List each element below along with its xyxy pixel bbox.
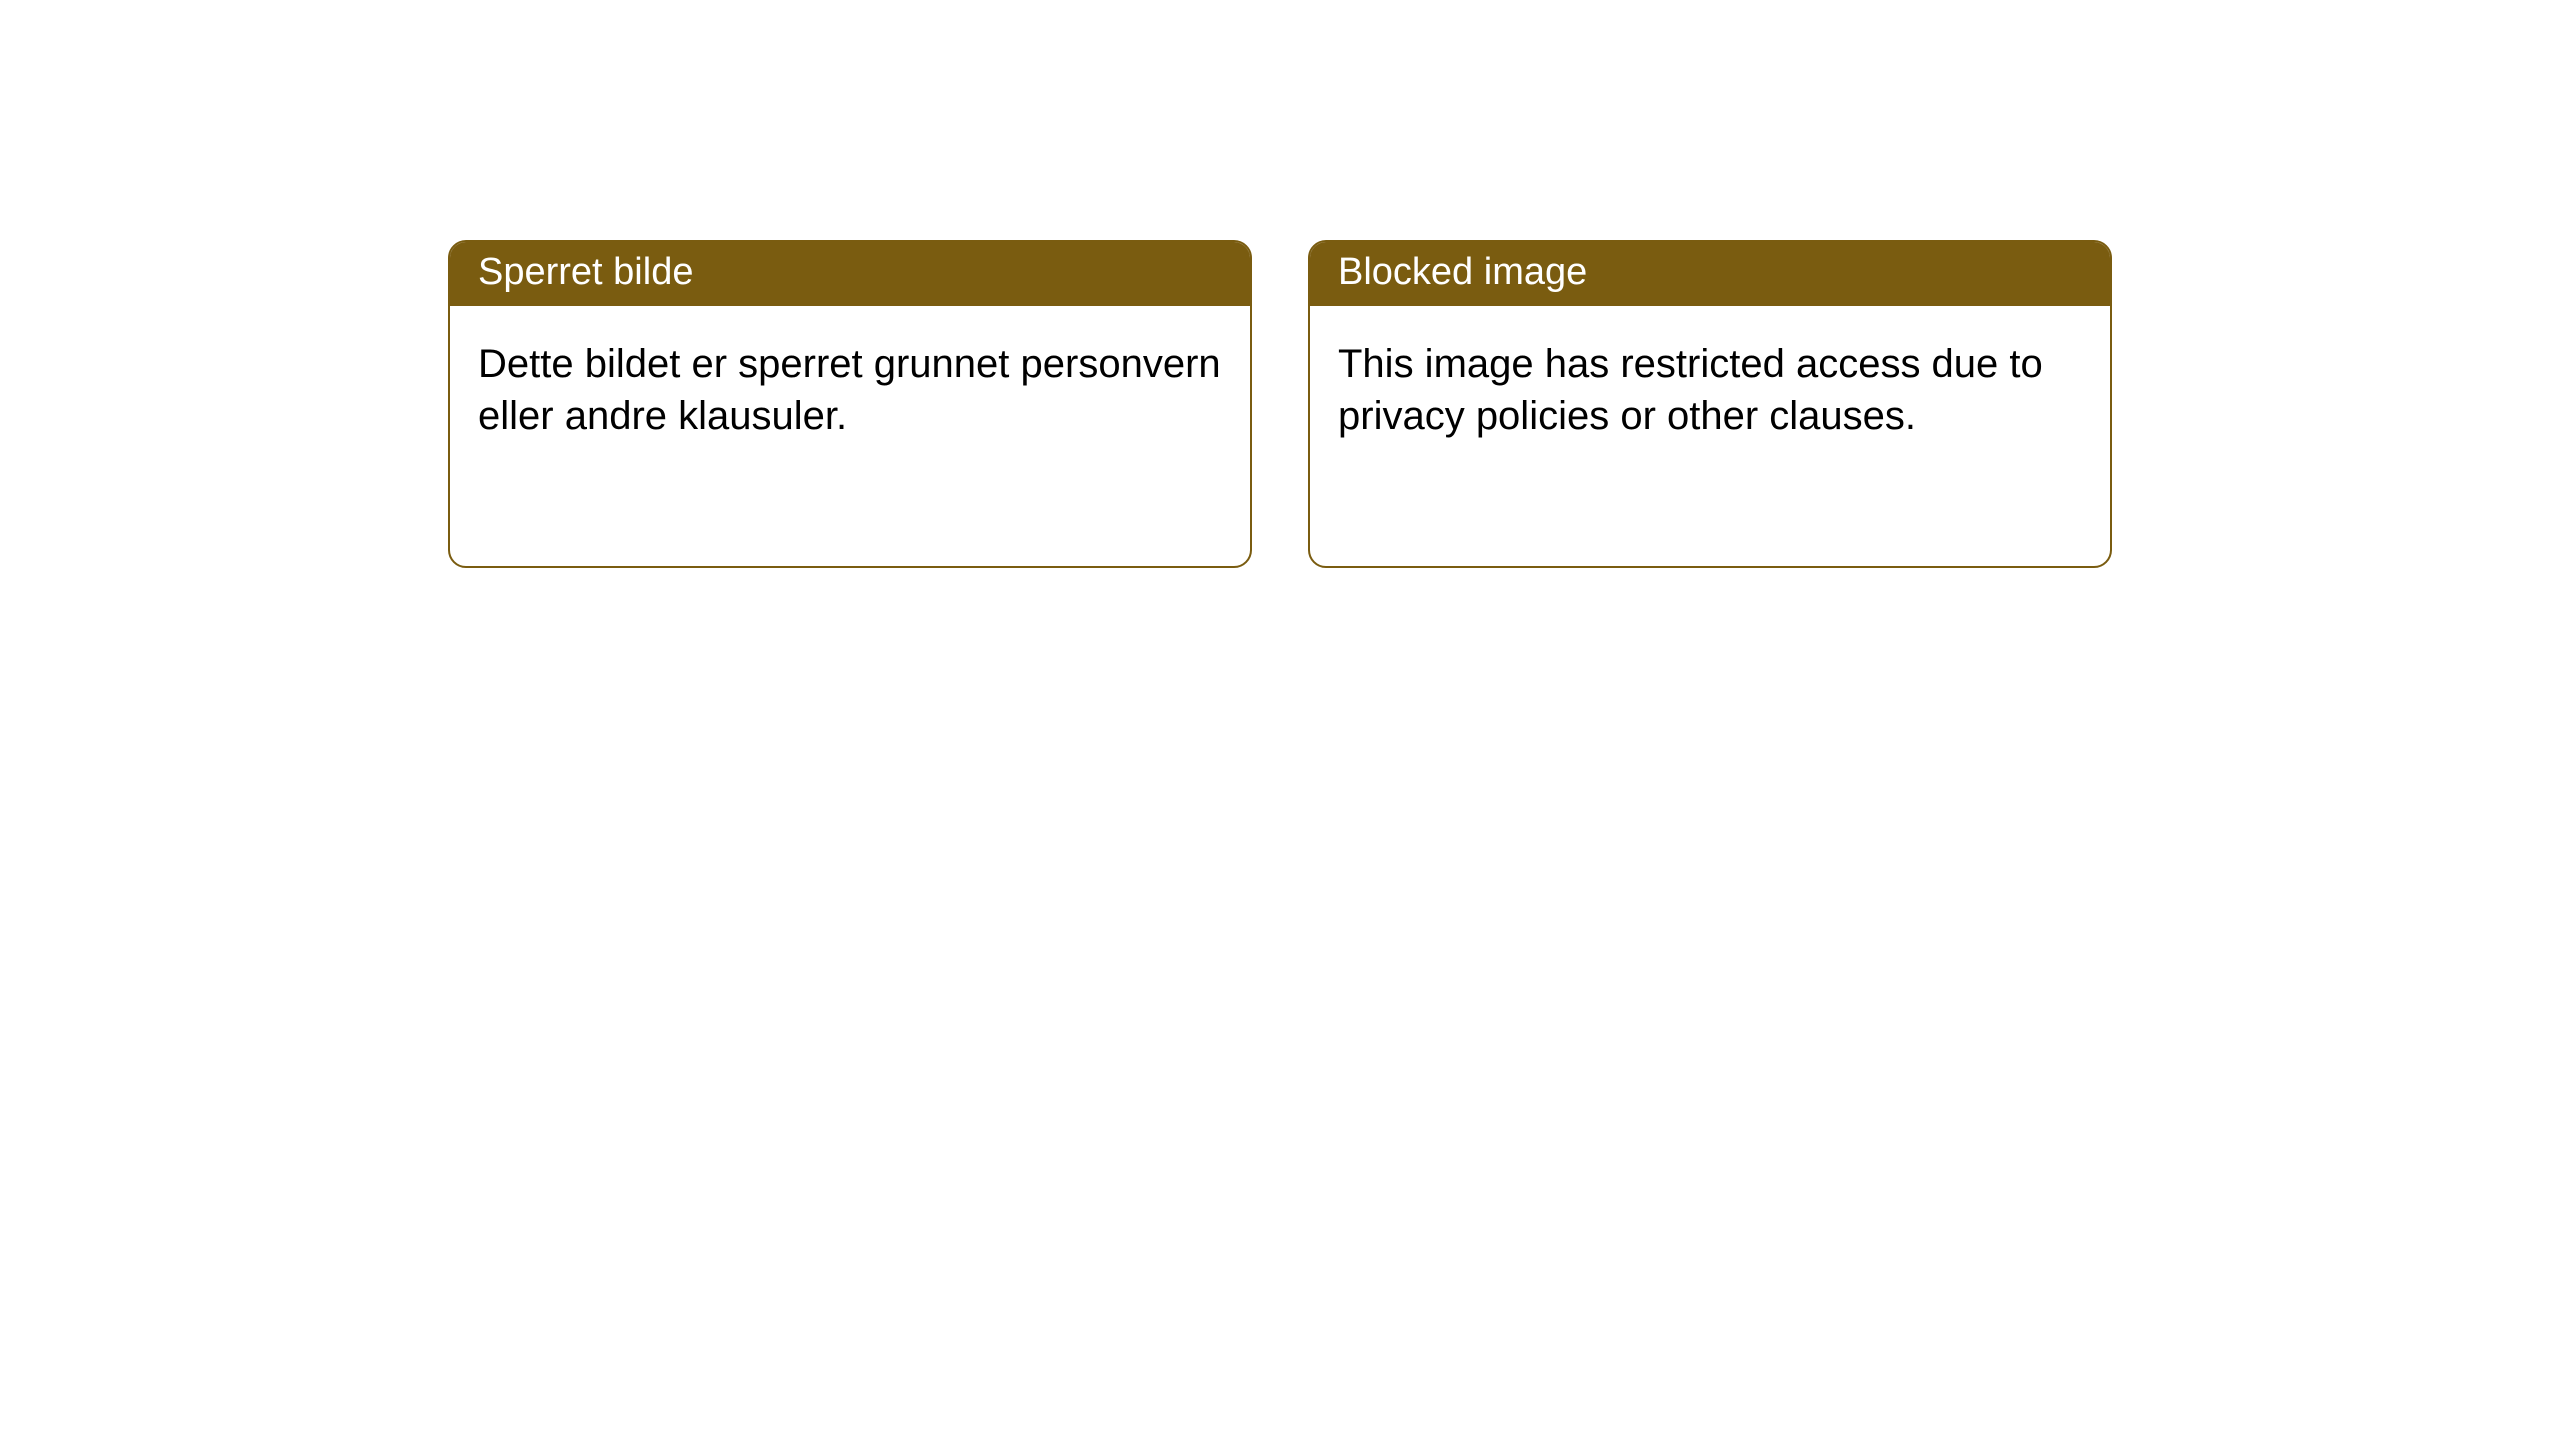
notice-card-english: Blocked image This image has restricted …	[1308, 240, 2112, 568]
notice-header: Blocked image	[1310, 242, 2110, 306]
notice-container: Sperret bilde Dette bildet er sperret gr…	[0, 0, 2560, 568]
notice-body: This image has restricted access due to …	[1310, 306, 2110, 566]
notice-card-norwegian: Sperret bilde Dette bildet er sperret gr…	[448, 240, 1252, 568]
notice-body: Dette bildet er sperret grunnet personve…	[450, 306, 1250, 566]
notice-header: Sperret bilde	[450, 242, 1250, 306]
